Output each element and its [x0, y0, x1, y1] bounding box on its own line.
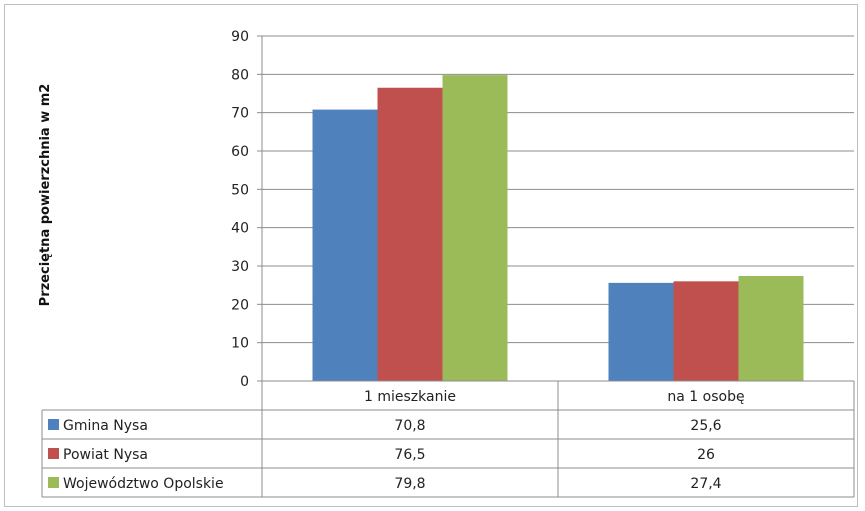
y-tick-label-80: 80 [231, 67, 249, 83]
data-label-1-1: 26 [697, 447, 715, 463]
legend-label-1: Powiat Nysa [63, 447, 148, 463]
y-tick-label-40: 40 [231, 221, 249, 237]
bar-powiat-nysa-1 [673, 281, 739, 381]
bar-chart: 0 10 20 30 40 50 60 70 80 90 1 mieszkanie na 1 oso… [38, 29, 855, 498]
y-tick-label-10: 10 [231, 336, 249, 352]
bar-powiat-nysa-0 [377, 87, 443, 381]
y-tick-label-20: 20 [231, 297, 249, 313]
legend-label-0: Gmina Nysa [63, 418, 148, 434]
legend-swatch-0 [48, 419, 59, 430]
x-category-label-0: 1 mieszkanie [364, 389, 456, 405]
bar-województwo-opolskie-0 [442, 75, 508, 381]
data-label-0-0: 70,8 [394, 418, 425, 434]
y-tick-label-90: 90 [231, 29, 249, 45]
y-tick-label-60: 60 [231, 144, 249, 160]
y-axis-label: Przeciętna powierzchnia w m2 [38, 84, 53, 307]
data-table: 1 mieszkanie na 1 osobę Gmina Nysa 70,8 25,6… [41, 380, 855, 498]
bar-gmina-nysa-1 [608, 282, 674, 381]
data-label-2-1: 27,4 [690, 476, 721, 492]
bars [312, 75, 804, 381]
legend-swatch-1 [48, 448, 59, 459]
axes: 0 10 20 30 40 50 60 70 80 90 [231, 29, 263, 390]
data-label-0-1: 25,6 [690, 418, 721, 434]
y-tick-label-70: 70 [231, 106, 249, 122]
data-label-2-0: 79,8 [394, 476, 425, 492]
chart-frame: 0 10 20 30 40 50 60 70 80 90 1 mieszkanie na 1 oso… [4, 4, 858, 507]
data-label-1-0: 76,5 [394, 447, 425, 463]
bar-gmina-nysa-0 [312, 109, 378, 381]
y-tick-label-50: 50 [231, 182, 249, 198]
legend-swatch-2 [48, 477, 59, 488]
y-tick-label-0: 0 [240, 374, 249, 390]
bar-województwo-opolskie-1 [738, 275, 804, 381]
legend-label-2: Województwo Opolskie [63, 476, 224, 492]
x-category-label-1: na 1 osobę [667, 389, 744, 405]
y-tick-label-30: 30 [231, 259, 249, 275]
